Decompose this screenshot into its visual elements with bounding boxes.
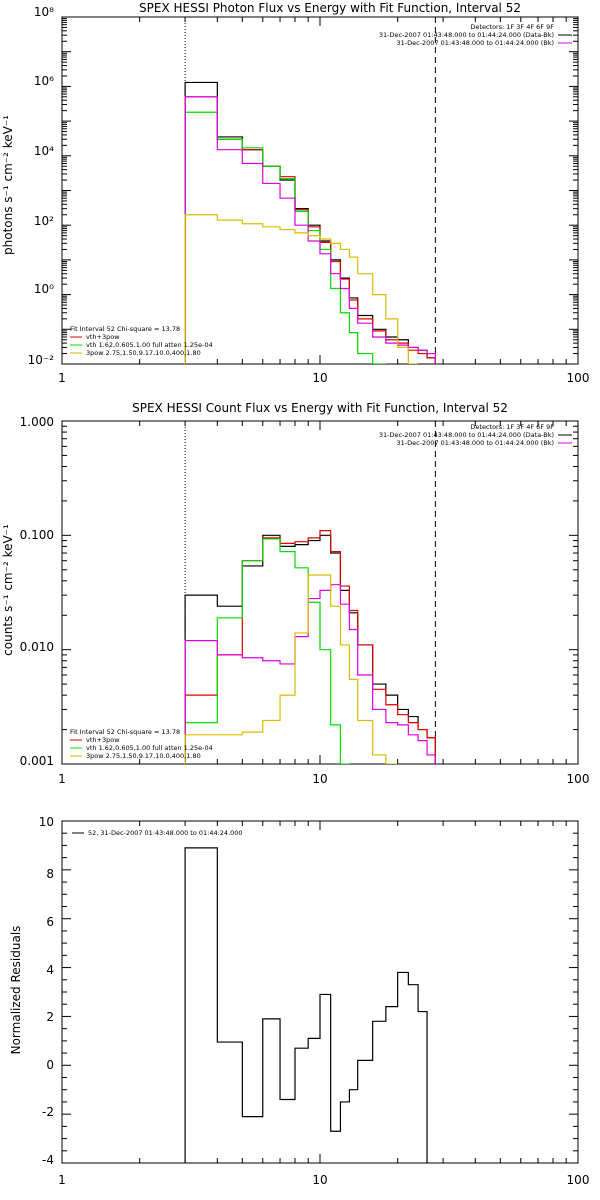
count-series-2-histogram: [184, 538, 350, 764]
count-header-block: Detectors: 1F 3F 4F 6F 9F 31-Dec-2007 01…: [379, 423, 572, 447]
residuals-x-tick-label: 100: [567, 1173, 590, 1187]
residuals-x-tick-label: 1: [58, 1173, 66, 1187]
residuals-y-tick-label: 10: [39, 815, 54, 829]
photon-fit-interval-line: Fit Interval 52 Chi-square = 13.78: [70, 325, 180, 333]
photon-x-tick-label: 1: [58, 371, 66, 385]
count-bk-interval-line: 31-Dec-2007 01:43:48.000 to 01:44:24.000…: [397, 439, 555, 447]
count-x-tick-labels: 1 10 100: [58, 772, 589, 786]
residuals-panel: Normalized Residuals -4 -2 0 2 4 6 8 10 …: [9, 815, 589, 1187]
count-series-1-histogram: [184, 530, 436, 764]
residuals-y-tick-label: 8: [46, 867, 54, 881]
photon-data-interval-line: 31-Dec-2007 01:43:48.000 to 01:44:24.000…: [379, 31, 554, 39]
count-y-tick-label: 0.001: [20, 754, 54, 768]
count-series-3-histogram: [184, 584, 436, 764]
count-legend-entry: vth+3pow: [86, 736, 120, 744]
photon-legend-entry: 3pow 2.75,1.50,9.17,10.0,400,1.80: [86, 349, 201, 357]
count-y-tick-label: 0.100: [20, 528, 54, 542]
photon-detectors-line: Detectors: 1F 3F 4F 6F 9F: [470, 23, 554, 31]
residuals-x-tick-label: 10: [312, 1173, 327, 1187]
count-legend-entry: vth 1.62,0.605,1.00 full atten 1.25e-04: [86, 744, 213, 752]
count-y-tick-labels: 0.001 0.010 0.100 1.000: [20, 415, 54, 768]
photon-x-tick-label: 10: [312, 371, 327, 385]
count-flux-panel: SPEX HESSI Count Flux vs Energy with Fit…: [1, 401, 589, 786]
count-data-interval-line: 31-Dec-2007 01:43:48.000 to 01:44:24.000…: [379, 431, 554, 439]
photon-bk-interval-line: 31-Dec-2007 01:43:48.000 to 01:44:24.000…: [397, 39, 555, 47]
residuals-y-tick-label: -4: [42, 1153, 54, 1167]
count-y-axis-label: counts s⁻¹ cm⁻² keV⁻¹: [1, 524, 15, 656]
residuals-series-0-histogram: [184, 847, 428, 1163]
photon-y-tick-label: 10⁴: [34, 144, 54, 158]
photon-chart-title: SPEX HESSI Photon Flux vs Energy with Fi…: [139, 1, 521, 15]
count-series-0-histogram: [184, 534, 436, 764]
photon-header-block: Detectors: 1F 3F 4F 6F 9F 31-Dec-2007 01…: [379, 23, 572, 47]
residuals-axes-frame: [61, 820, 579, 1164]
residuals-y-tick-labels: -4 -2 0 2 4 6 8 10: [39, 815, 54, 1167]
residuals-y-tick-label: 6: [46, 915, 54, 929]
photon-y-tick-label: 10⁻²: [28, 353, 55, 367]
count-plot-area: [61, 420, 579, 765]
residuals-y-tick-label: 0: [46, 1058, 54, 1072]
photon-x-tick-label: 100: [567, 371, 590, 385]
residuals-y-tick-label: 2: [46, 1010, 54, 1024]
count-fit-interval-line: Fit Interval 52 Chi-square = 13.78: [70, 728, 180, 736]
count-fit-legend: Fit Interval 52 Chi-square = 13.78 vth+3…: [70, 728, 213, 760]
count-chart-title: SPEX HESSI Count Flux vs Energy with Fit…: [132, 401, 508, 415]
photon-legend-entry: vth+3pow: [86, 333, 120, 341]
residuals-x-tick-labels: 1 10 100: [58, 1173, 589, 1187]
residuals-legend-entry: 52, 31-Dec-2007 01:43:48.000 to 01:44:24…: [88, 829, 243, 837]
photon-plot-area: [61, 16, 579, 365]
photon-y-tick-labels: 10⁻² 10⁰ 10² 10⁴ 10⁶ 10⁸: [28, 5, 55, 367]
photon-x-tick-labels: 1 10 100: [58, 371, 589, 385]
photon-axes-frame: [61, 16, 579, 365]
residuals-y-tick-label: -2: [42, 1105, 54, 1119]
photon-flux-panel: SPEX HESSI Photon Flux vs Energy with Fi…: [1, 1, 589, 385]
residuals-plot-area: [61, 820, 579, 1164]
count-series-4-histogram: [184, 574, 399, 764]
residuals-y-tick-label: 4: [46, 963, 54, 977]
count-x-tick-label: 1: [58, 772, 66, 786]
count-y-tick-label: 1.000: [20, 415, 54, 429]
photon-legend-entry: vth 1.62,0.605,1.00 full atten 1.25e-04: [86, 341, 213, 349]
count-y-tick-label: 0.010: [20, 640, 54, 654]
photon-y-axis-label: photons s⁻¹ cm⁻² keV⁻¹: [1, 115, 15, 255]
photon-y-tick-label: 10²: [34, 214, 54, 228]
photon-y-tick-label: 10⁰: [34, 282, 54, 296]
photon-series-2-histogram: [184, 111, 387, 364]
photon-fit-legend: Fit Interval 52 Chi-square = 13.78 vth+3…: [70, 325, 213, 357]
count-legend-entry: 3pow 2.75,1.50,9.17,10.0,400,1.80: [86, 752, 201, 760]
photon-y-tick-label: 10⁸: [34, 5, 54, 19]
count-x-tick-label: 10: [312, 772, 327, 786]
photon-y-tick-label: 10⁶: [34, 74, 54, 88]
residuals-y-axis-label: Normalized Residuals: [9, 926, 23, 1055]
residuals-legend: 52, 31-Dec-2007 01:43:48.000 to 01:44:24…: [72, 829, 243, 837]
count-detectors-line: Detectors: 1F 3F 4F 6F 9F: [470, 423, 554, 431]
photon-series-4-histogram: [184, 214, 419, 364]
count-x-tick-label: 100: [567, 772, 590, 786]
